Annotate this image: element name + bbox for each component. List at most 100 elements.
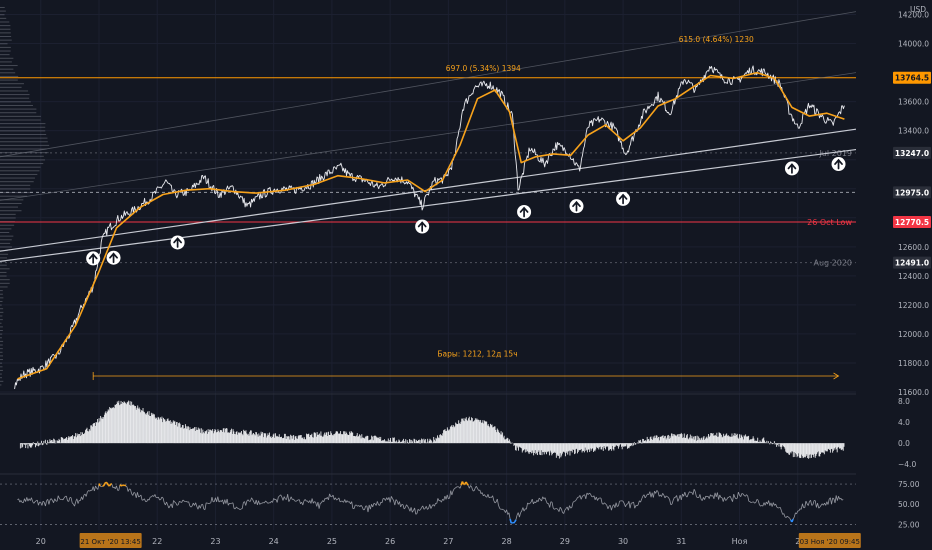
up-arrow-icon [616,191,631,206]
rsi-segment [838,496,841,500]
price-level-text: 13247.0 [895,149,929,158]
price-tick-label: 12400.0 [898,272,929,281]
profile-bar [0,112,37,114]
up-arrow-glyph [417,221,427,232]
rsi-segment [544,497,547,502]
profile-bar [0,86,22,88]
profile-bar [0,72,16,74]
price-level-text: 12770.5 [895,218,929,227]
oscillator-tick-label: 0.0 [898,439,910,448]
price-tick-label: 12600.0 [898,243,929,252]
rsi-segment [318,503,321,509]
profile-bar [0,268,10,270]
up-arrow-glyph [88,253,98,264]
rsi-segment [400,504,403,508]
time-tick-label: 31 [676,537,686,546]
rsi-segment [50,498,53,501]
rsi-segment [717,492,719,500]
profile-bar [0,333,3,335]
rsi-segment [18,498,21,503]
rsi-segment [531,498,534,505]
profile-bar [0,206,19,208]
rsi-segment [41,501,44,506]
rsi-segment [312,501,315,504]
rsi-segment [686,493,689,498]
rsi-segment [804,500,807,508]
profile-bar [0,39,12,41]
rsi-segment [749,501,752,503]
rsi-segment [404,504,407,508]
rsi-segment [106,482,110,486]
rsi-segment [522,507,525,512]
time-tick-label: 26 [385,537,395,546]
rsi-segment [670,503,673,506]
profile-bar [0,177,35,179]
up-arrow-icon [784,161,799,176]
rsi-segment [119,484,122,487]
rsi-segment [247,499,250,502]
profile-bar [0,373,2,375]
rsi-segment [311,498,314,504]
rsi-segment [506,509,509,515]
rsi-segment [227,503,230,506]
rsi-segment [496,498,499,506]
up-arrow-glyph [109,252,118,264]
rsi-segment [527,502,530,505]
rsi-segment [597,498,599,501]
bounce-arrows [86,157,846,266]
rsi-segment [188,501,191,507]
rsi-pane [0,481,856,525]
rsi-segment [144,498,146,502]
profile-bar [0,384,2,386]
rsi-segment [183,500,186,502]
rsi-segment [267,502,270,504]
rsi-segment [732,494,735,502]
price-axis: USD 11600.0 11800.0 12000.0 12200.0 12400.0 12… [856,0,932,550]
profile-bar [0,28,11,30]
price-level-badge [893,216,931,229]
rsi-segment [195,502,198,507]
time-tick-label: 2 [795,537,800,546]
rsi-segment [644,495,647,499]
rsi-segment [694,491,697,497]
rsi-segment [473,488,476,492]
rsi-segment [175,502,178,506]
rsi-segment [827,498,830,505]
rsi-segment [105,481,108,484]
arrow-right-icon [833,372,840,380]
rsi-segment [617,505,619,507]
rsi-segment [197,505,200,510]
rsi-segment [641,495,644,500]
rsi-segment [784,516,787,518]
rsi-segment [190,505,193,508]
rsi-segment [364,505,367,510]
profile-bar [0,97,30,99]
rsi-segment [604,502,606,505]
time-tick-label: 27 [443,537,453,546]
rsi-segment [756,498,759,501]
axis-background [856,0,932,550]
rsi-segment [56,495,59,502]
rsi-segment [656,490,659,492]
rsi-segment [629,503,632,509]
rsi-segment [492,495,495,501]
rsi-segment [137,492,139,498]
rsi-segment [238,508,241,510]
rsi-segment [515,514,518,520]
level-note: Aug 2020 [813,259,852,268]
rsi-segment [357,505,359,507]
rsi-segment [407,506,410,509]
price-tick-label: 13400.0 [898,127,929,136]
rsi-segment [726,497,729,500]
rsi-segment [223,499,226,505]
profile-bar [0,308,4,310]
profile-bar [0,170,40,172]
rsi-segment [570,507,573,509]
oscillator-tick-label: 4.0 [898,418,910,427]
profile-bar [0,264,7,266]
rsi-segment [202,504,205,510]
profile-bar [0,75,19,77]
rsi-segment [449,490,452,499]
